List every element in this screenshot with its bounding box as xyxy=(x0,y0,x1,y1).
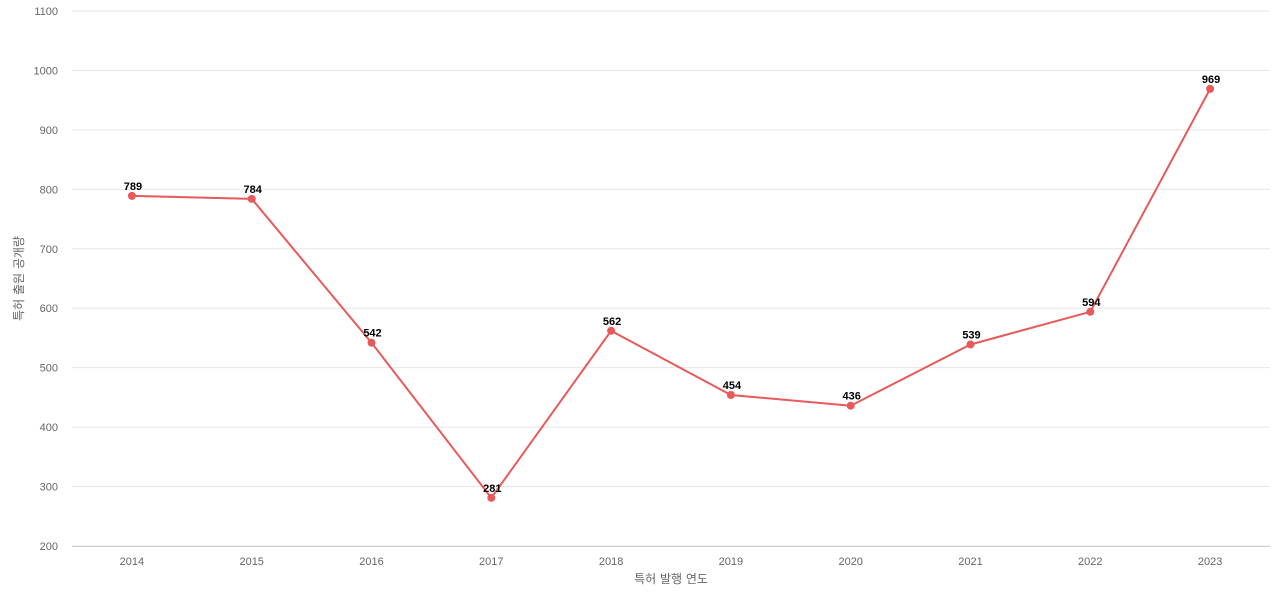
grid-lines xyxy=(72,10,1270,547)
x-tick-label: 2017 xyxy=(479,556,503,568)
x-tick-label: 2015 xyxy=(239,556,263,568)
data-label: 542 xyxy=(363,328,381,340)
x-tick-label: 2022 xyxy=(1078,556,1102,568)
x-tick-label: 2014 xyxy=(120,556,144,568)
data-label: 454 xyxy=(723,380,742,392)
data-point[interactable] xyxy=(367,338,376,347)
data-point[interactable] xyxy=(966,340,975,349)
data-point[interactable] xyxy=(1206,84,1215,93)
data-label: 594 xyxy=(1082,297,1101,309)
series-layer xyxy=(127,84,1215,502)
y-tick-label: 400 xyxy=(40,422,58,434)
x-tick-label: 2020 xyxy=(838,556,862,568)
y-axis-title: 특허 출원 공개량 xyxy=(12,236,26,321)
data-point[interactable] xyxy=(1086,307,1095,316)
y-tick-label: 800 xyxy=(40,184,58,196)
data-label: 969 xyxy=(1202,74,1220,86)
y-axis-ticks: 200 300 400 500 600 700 800 900 1000 1100 xyxy=(34,6,58,553)
y-tick-label: 700 xyxy=(40,244,58,256)
series-line xyxy=(131,88,1211,500)
x-tick-label: 2021 xyxy=(958,556,982,568)
y-tick-label: 200 xyxy=(40,541,58,553)
x-tick-label: 2023 xyxy=(1198,556,1222,568)
y-tick-label: 300 xyxy=(40,482,58,494)
data-label: 281 xyxy=(483,483,501,495)
data-label: 784 xyxy=(244,184,263,196)
data-labels: 789 784 542 281 562 454 436 539 594 969 xyxy=(124,74,1221,495)
y-tick-label: 600 xyxy=(40,303,58,315)
data-point[interactable] xyxy=(726,391,735,400)
x-tick-label: 2019 xyxy=(719,556,743,568)
y-tick-label: 1000 xyxy=(34,65,58,77)
y-tick-label: 500 xyxy=(40,363,58,375)
y-tick-label: 1100 xyxy=(34,6,58,18)
x-axis-title: 특허 발행 연도 xyxy=(634,571,708,586)
data-label: 539 xyxy=(962,329,980,341)
x-tick-label: 2018 xyxy=(599,556,623,568)
data-label: 789 xyxy=(124,181,142,193)
data-point[interactable] xyxy=(607,326,616,335)
x-axis-ticks: 2014 2015 2016 2017 2018 2019 2020 2021 2022 2023 xyxy=(120,556,1223,568)
x-tick-label: 2016 xyxy=(359,556,383,568)
data-point[interactable] xyxy=(127,191,136,200)
data-point[interactable] xyxy=(487,493,496,502)
data-label: 562 xyxy=(603,316,621,328)
data-label: 436 xyxy=(843,391,861,403)
data-point[interactable] xyxy=(247,194,256,203)
y-tick-label: 900 xyxy=(40,125,58,137)
data-point[interactable] xyxy=(846,401,855,410)
